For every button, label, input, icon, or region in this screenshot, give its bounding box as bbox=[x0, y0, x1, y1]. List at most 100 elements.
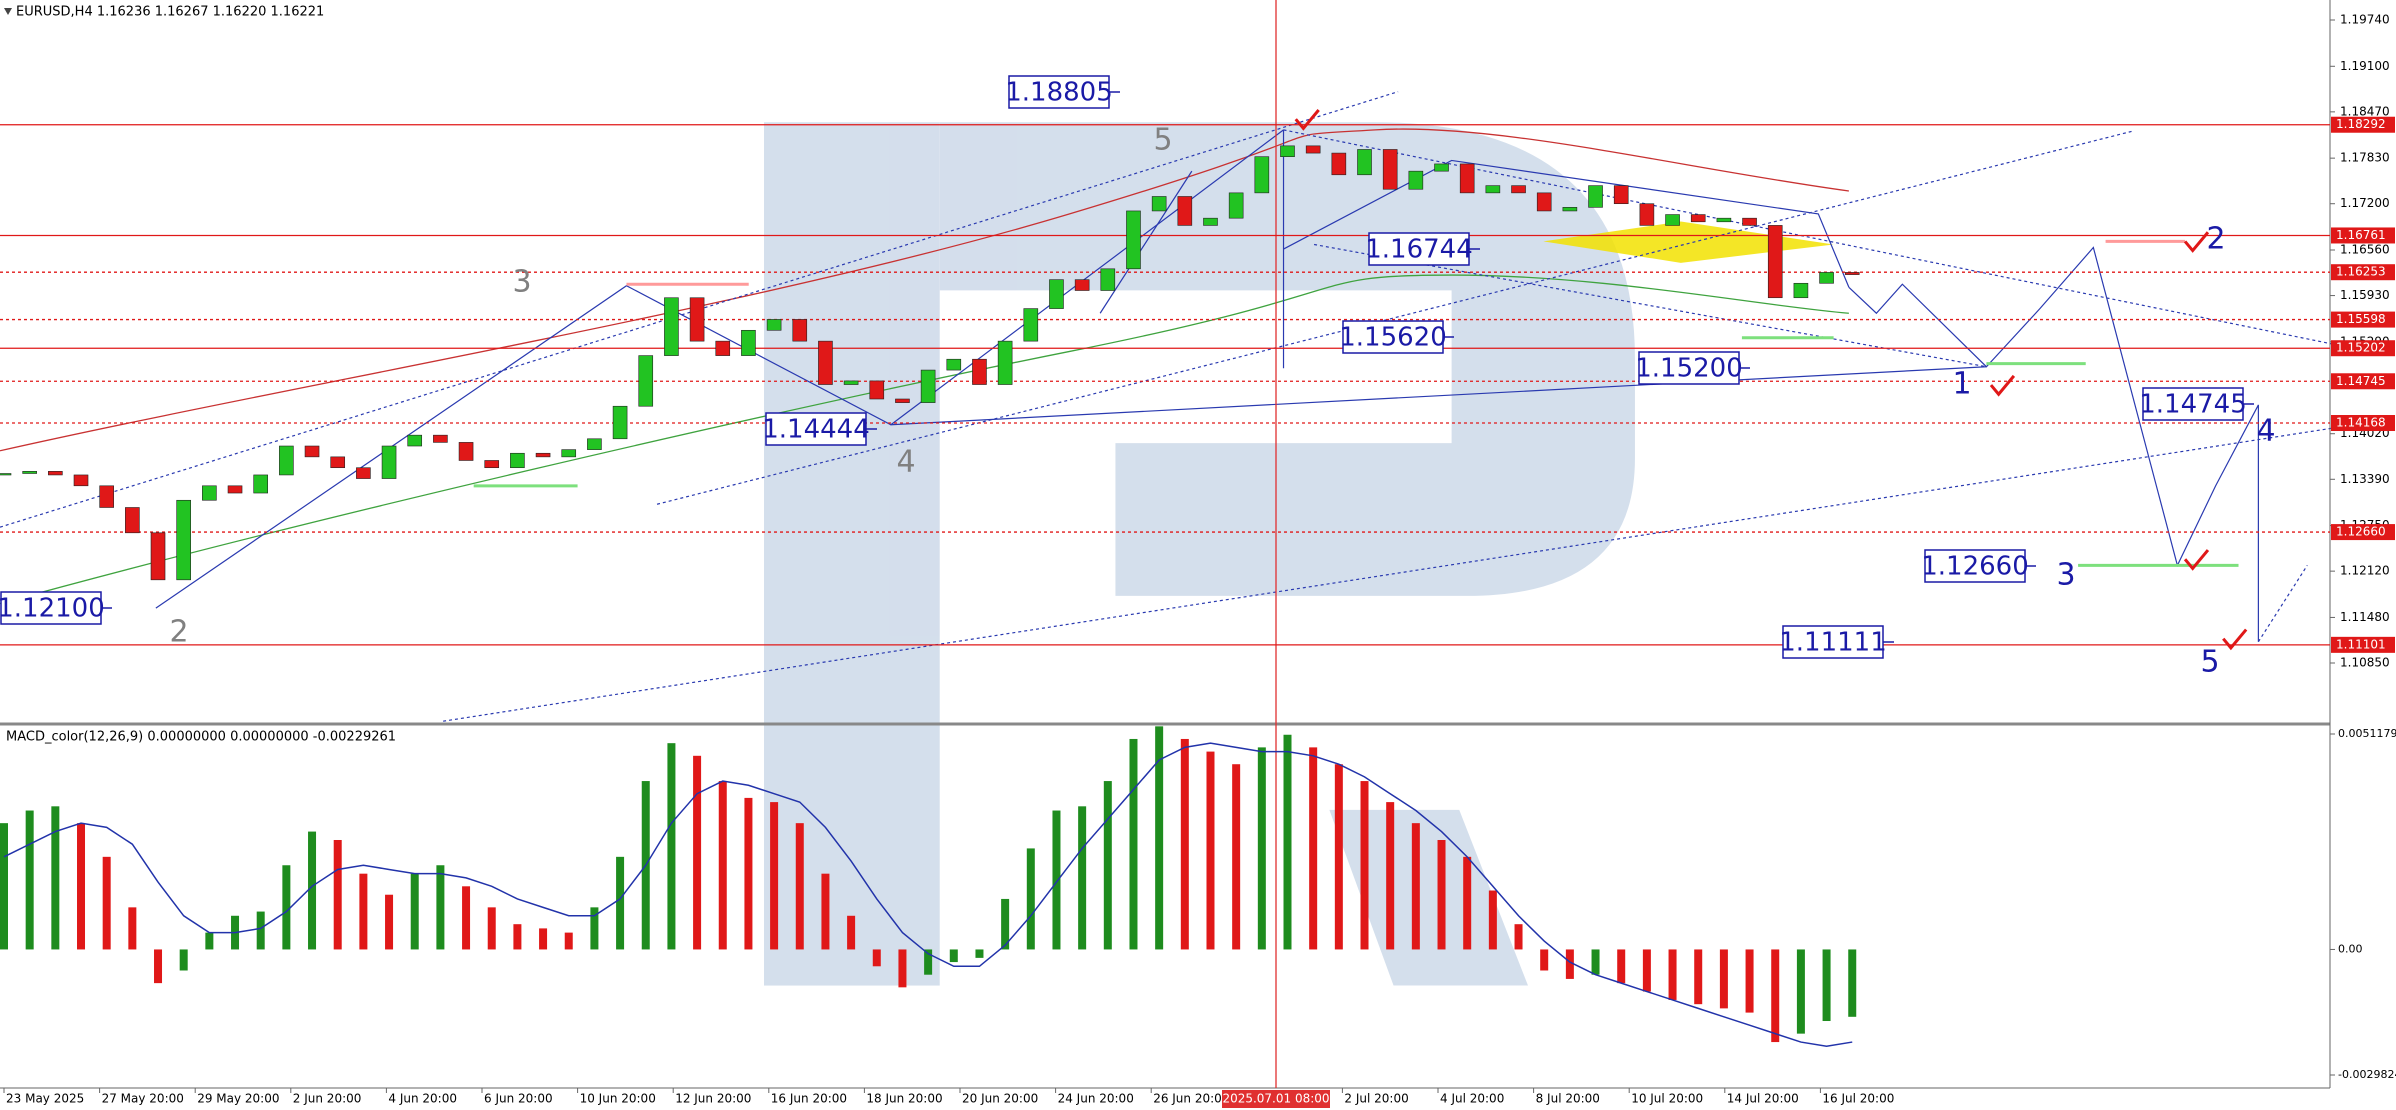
macd-bar bbox=[1103, 781, 1112, 950]
level-tag bbox=[2331, 227, 2395, 244]
macd-bar bbox=[1206, 751, 1215, 950]
candle bbox=[818, 340, 833, 385]
candle bbox=[1228, 192, 1244, 219]
macd-bar bbox=[256, 911, 265, 950]
macd-bar bbox=[539, 928, 548, 950]
macd-bar bbox=[1386, 802, 1395, 950]
macd-bar bbox=[1078, 806, 1087, 950]
candle bbox=[202, 485, 217, 501]
pink-marks bbox=[626, 241, 2185, 284]
candle bbox=[638, 355, 654, 407]
candle bbox=[1716, 217, 1732, 223]
level-label: 1.15598 bbox=[2336, 312, 2386, 326]
candle bbox=[1844, 272, 1860, 275]
candle bbox=[1382, 149, 1398, 190]
wave-label: 2 bbox=[2206, 222, 2225, 257]
x-tick-label: 16 Jul 20:00 bbox=[1822, 1092, 1894, 1106]
macd-bar bbox=[282, 865, 291, 950]
symbol-header: EURUSD,H4 1.16236 1.16267 1.16220 1.1622… bbox=[16, 5, 324, 20]
annotation: 1.12100 bbox=[0, 594, 105, 624]
macd-bar bbox=[693, 755, 702, 950]
macd-bar bbox=[1719, 949, 1728, 1009]
x-tick-label: 16 Jun 20:00 bbox=[771, 1092, 847, 1106]
candle bbox=[1639, 203, 1655, 226]
annotation-box bbox=[1924, 549, 2026, 583]
candle bbox=[407, 434, 423, 447]
candle bbox=[150, 532, 166, 581]
candle bbox=[48, 471, 63, 476]
macd-bar bbox=[1822, 949, 1831, 1022]
candle bbox=[22, 471, 37, 474]
macd-bar bbox=[25, 810, 34, 950]
candle bbox=[1613, 185, 1629, 205]
macd-bar bbox=[898, 949, 907, 988]
macd-bar bbox=[949, 949, 958, 963]
candle bbox=[227, 485, 243, 494]
macd-bar bbox=[410, 873, 419, 950]
annotation-box bbox=[765, 412, 867, 446]
candle bbox=[792, 319, 808, 342]
annotation-box bbox=[1782, 625, 1884, 659]
candle bbox=[1767, 225, 1783, 299]
macd-bar bbox=[1411, 823, 1420, 950]
candle bbox=[1023, 308, 1039, 342]
candle bbox=[766, 319, 782, 331]
candle bbox=[484, 460, 500, 469]
signal-line bbox=[3, 742, 1853, 1048]
candle bbox=[1511, 185, 1526, 194]
macd-bar bbox=[924, 949, 933, 975]
macd-bar bbox=[1052, 810, 1061, 950]
y-tick-label: -0.0029824 bbox=[2338, 1068, 2396, 1081]
candle bbox=[1459, 163, 1475, 194]
level-tag bbox=[2331, 415, 2395, 432]
macd-bar bbox=[1514, 924, 1523, 950]
macd-bar bbox=[718, 781, 727, 950]
crosshair-label: 2025.07.01 08:00 bbox=[1222, 1092, 1329, 1106]
y-tick-label: 1.18470 bbox=[2340, 104, 2390, 118]
candle bbox=[920, 369, 936, 403]
wave-label: 5 bbox=[1153, 123, 1172, 158]
candle bbox=[689, 297, 705, 342]
candle bbox=[1408, 170, 1424, 190]
wave-label: 4 bbox=[2256, 414, 2275, 449]
candle bbox=[73, 474, 89, 487]
level-tag bbox=[2331, 636, 2395, 653]
level-label: 1.16253 bbox=[2336, 265, 2386, 279]
candle bbox=[1331, 152, 1347, 176]
annotation: 1.11111 bbox=[1779, 628, 1887, 658]
macd-bar bbox=[154, 949, 163, 984]
candle bbox=[741, 329, 756, 356]
annotation: 1.15620 bbox=[1339, 323, 1447, 353]
macd-bar bbox=[1694, 949, 1703, 1005]
macd-bar bbox=[1488, 890, 1497, 950]
macd-bar bbox=[1360, 781, 1369, 950]
macd-bar bbox=[1668, 949, 1677, 1000]
macd-title: MACD_color(12,26,9) 0.00000000 0.0000000… bbox=[6, 730, 396, 745]
macd-bar bbox=[102, 856, 111, 950]
level-label: 1.16761 bbox=[2336, 228, 2386, 242]
y-tick-label: 1.15930 bbox=[2340, 288, 2390, 302]
crosshair-tag bbox=[1222, 1090, 1330, 1108]
y-tick-label: 1.12120 bbox=[2340, 564, 2390, 578]
candle bbox=[458, 442, 474, 461]
x-tick-label: 6 Jun 20:00 bbox=[484, 1092, 553, 1106]
macd-bar bbox=[1642, 949, 1651, 992]
macd-bar bbox=[975, 949, 984, 958]
macd-bar bbox=[385, 894, 394, 950]
y-tick-label: 1.17200 bbox=[2340, 196, 2390, 210]
candle bbox=[612, 405, 628, 440]
annotation-box bbox=[0, 591, 102, 625]
x-tick-label: 8 Jul 20:00 bbox=[1536, 1092, 1600, 1106]
candle bbox=[1793, 282, 1809, 299]
level-label: 1.15202 bbox=[2336, 341, 2386, 355]
macd-bar bbox=[513, 924, 522, 950]
macd-bar bbox=[1001, 898, 1010, 950]
macd-bar bbox=[462, 886, 471, 950]
macd-bar bbox=[744, 797, 753, 950]
level-label: 1.12660 bbox=[2336, 525, 2386, 539]
level-label: 1.14168 bbox=[2336, 416, 2386, 430]
annotation-box bbox=[1008, 75, 1110, 109]
macd-bar bbox=[1591, 949, 1600, 975]
macd-bar bbox=[667, 743, 676, 950]
candle bbox=[1100, 268, 1116, 291]
